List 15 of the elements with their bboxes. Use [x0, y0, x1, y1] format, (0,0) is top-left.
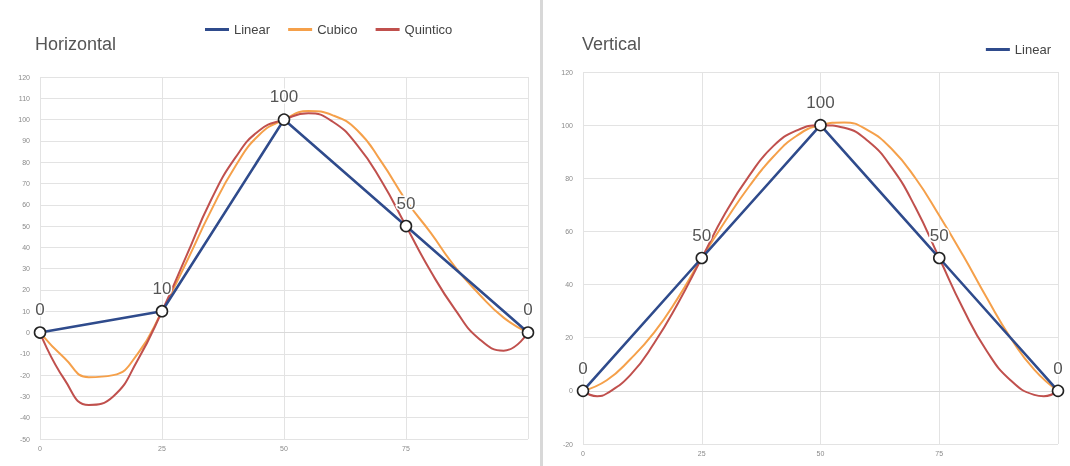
- data-label: 0: [578, 358, 588, 378]
- chart-title: Vertical: [582, 34, 642, 54]
- data-label: 100: [269, 87, 299, 107]
- data-label: 100: [806, 92, 835, 112]
- legend-label: Linear: [234, 22, 271, 37]
- data-label: 0: [523, 300, 533, 320]
- chart-title: Horizontal: [35, 34, 117, 54]
- data-label: 50: [929, 225, 949, 245]
- data-label: 10: [152, 278, 172, 298]
- legend-label: Linear: [1014, 42, 1052, 57]
- data-label: 50: [692, 225, 712, 245]
- legend-label: Cubico: [317, 22, 358, 37]
- legend-label: Quintico: [404, 22, 453, 37]
- data-label: 0: [35, 300, 45, 320]
- data-label: 0: [1053, 358, 1063, 378]
